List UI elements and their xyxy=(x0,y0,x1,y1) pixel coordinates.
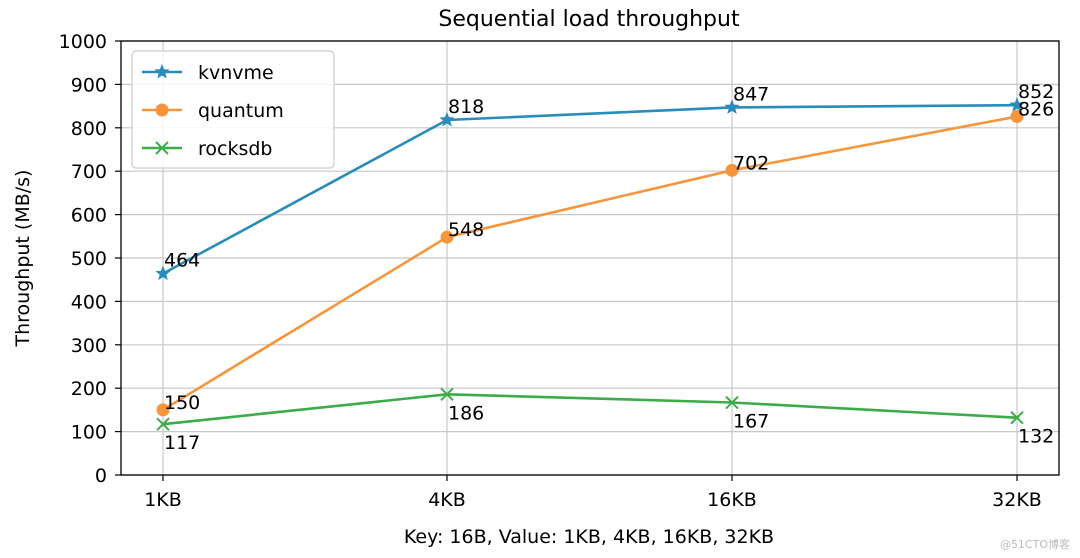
series-rocksdb-x-marker xyxy=(156,417,170,431)
legend-item-quantum: quantum xyxy=(142,100,284,122)
series-quantum-circle-marker xyxy=(156,403,170,417)
legend-x-marker xyxy=(155,141,169,155)
y-tick-label: 1000 xyxy=(59,31,107,53)
y-tick-label: 900 xyxy=(71,74,107,96)
data-label-kvnvme: 847 xyxy=(733,83,769,105)
data-label-rocksdb: 132 xyxy=(1018,426,1054,448)
legend-star-marker xyxy=(154,63,170,79)
y-axis-label: Throughput (MB/s) xyxy=(12,170,34,348)
series-kvnvme-star-marker xyxy=(155,265,171,281)
y-tick-label: 400 xyxy=(71,291,107,313)
series-rocksdb-x-marker xyxy=(440,387,454,401)
series-rocksdb-x-marker xyxy=(1010,411,1024,425)
series-kvnvme-line xyxy=(162,103,1018,275)
y-tick-label: 200 xyxy=(71,378,107,400)
data-label-quantum: 702 xyxy=(733,152,769,174)
watermark: @51CTO博客 xyxy=(999,538,1070,551)
x-axis-label: Key: 16B, Value: 1KB, 4KB, 16KB, 32KB xyxy=(404,526,774,548)
x-tick-label: 16KB xyxy=(707,489,757,511)
data-labels: 464 818 847 852 150 548 702 826 117 186 167 132 xyxy=(164,81,1054,454)
data-label-kvnvme: 852 xyxy=(1018,81,1054,103)
legend-label: kvnvme xyxy=(198,62,274,84)
data-label-quantum: 150 xyxy=(164,392,200,414)
legend-label: quantum xyxy=(198,100,284,122)
series-quantum-circle-marker xyxy=(725,163,739,177)
series-rocksdb-line xyxy=(162,392,1018,426)
data-label-rocksdb: 167 xyxy=(733,411,769,433)
y-tick-label: 100 xyxy=(71,422,107,444)
series-quantum xyxy=(156,110,1024,417)
data-label-rocksdb: 117 xyxy=(164,432,200,454)
x-tick-label: 4KB xyxy=(428,489,466,511)
series-quantum-line xyxy=(162,115,1018,412)
legend-box xyxy=(131,50,335,169)
y-tick-label: 800 xyxy=(71,118,107,140)
y-tick-label: 600 xyxy=(71,205,107,227)
series-kvnvme-star-marker xyxy=(724,99,740,115)
legend: kvnvme quantum rocksdb xyxy=(131,50,335,169)
series-quantum-circle-marker xyxy=(1010,110,1024,124)
series-group xyxy=(155,96,1025,431)
legend-label: rocksdb xyxy=(198,138,273,160)
data-label-kvnvme: 818 xyxy=(448,96,484,118)
chart-title: Sequential load throughput xyxy=(438,7,740,32)
x-tick-label: 32KB xyxy=(992,489,1042,511)
legend-item-rocksdb: rocksdb xyxy=(142,138,273,160)
data-label-quantum: 548 xyxy=(448,219,484,241)
data-label-rocksdb: 186 xyxy=(448,402,484,424)
series-rocksdb-x-marker xyxy=(725,395,739,410)
x-tick-label: 1KB xyxy=(144,489,182,511)
series-kvnvme-star-marker xyxy=(439,111,455,127)
y-tick-label: 500 xyxy=(71,248,107,270)
y-tick-label: 300 xyxy=(71,335,107,357)
axis-ticks: 0 100 200 300 400 500 600 700 800 900 1000 1KB 4KB 16… xyxy=(59,31,1042,511)
legend-circle-marker xyxy=(155,103,169,117)
data-label-kvnvme: 464 xyxy=(164,250,200,272)
y-tick-label: 0 xyxy=(95,465,107,487)
series-kvnvme xyxy=(155,96,1025,281)
series-rocksdb xyxy=(156,387,1024,431)
series-kvnvme-star-marker xyxy=(1009,96,1025,112)
legend-item-kvnvme: kvnvme xyxy=(142,62,274,84)
data-label-quantum: 826 xyxy=(1018,99,1054,121)
series-quantum-circle-marker xyxy=(440,230,454,244)
y-tick-label: 700 xyxy=(71,161,107,183)
